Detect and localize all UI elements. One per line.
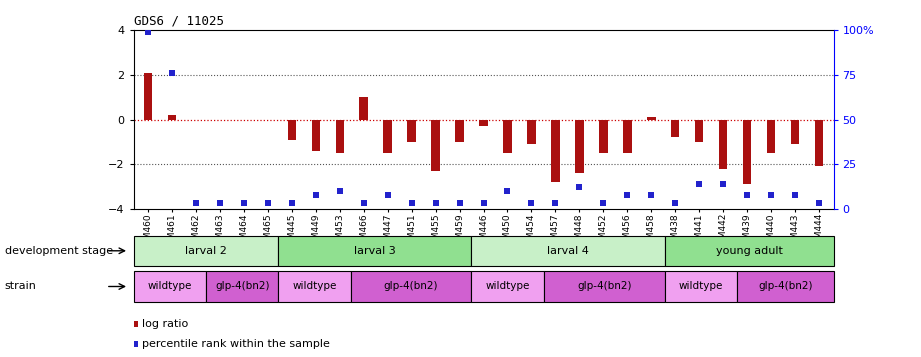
Bar: [359, 97, 367, 120]
Text: percentile rank within the sample: percentile rank within the sample: [142, 339, 330, 349]
Bar: [552, 120, 560, 182]
Bar: [134, 271, 206, 302]
Bar: [671, 120, 680, 137]
Text: development stage: development stage: [5, 246, 112, 256]
Text: young adult: young adult: [716, 246, 783, 256]
Text: log ratio: log ratio: [142, 318, 188, 328]
Bar: [665, 236, 834, 266]
Text: larval 2: larval 2: [185, 246, 227, 256]
Text: glp-4(bn2): glp-4(bn2): [215, 281, 270, 292]
Bar: [544, 271, 665, 302]
Text: glp-4(bn2): glp-4(bn2): [577, 281, 632, 292]
Bar: [168, 115, 176, 120]
Bar: [767, 120, 775, 153]
Bar: [665, 271, 737, 302]
Bar: [206, 271, 278, 302]
Bar: [287, 120, 296, 140]
Bar: [624, 120, 632, 153]
Bar: [134, 236, 278, 266]
Bar: [719, 120, 728, 169]
Bar: [527, 120, 536, 144]
Bar: [311, 120, 320, 151]
Bar: [335, 120, 344, 153]
Text: glp-4(bn2): glp-4(bn2): [758, 281, 812, 292]
Bar: [431, 120, 439, 171]
Bar: [576, 120, 584, 173]
Bar: [472, 271, 544, 302]
Text: GDS6 / 11025: GDS6 / 11025: [134, 15, 224, 28]
Bar: [647, 117, 656, 120]
Bar: [407, 120, 415, 142]
Bar: [455, 120, 464, 142]
Text: wildtype: wildtype: [292, 281, 337, 292]
Text: larval 4: larval 4: [547, 246, 589, 256]
Bar: [278, 271, 351, 302]
Text: strain: strain: [5, 281, 37, 292]
Bar: [791, 120, 799, 144]
Bar: [503, 120, 512, 153]
Bar: [600, 120, 608, 153]
Bar: [743, 120, 752, 184]
Bar: [695, 120, 704, 142]
Bar: [144, 73, 152, 120]
Bar: [278, 236, 472, 266]
Bar: [351, 271, 472, 302]
Text: wildtype: wildtype: [679, 281, 723, 292]
Text: wildtype: wildtype: [485, 281, 530, 292]
Bar: [383, 120, 391, 153]
Text: larval 3: larval 3: [354, 246, 396, 256]
Bar: [479, 120, 488, 126]
Bar: [815, 120, 823, 166]
Text: glp-4(bn2): glp-4(bn2): [384, 281, 438, 292]
Text: wildtype: wildtype: [147, 281, 192, 292]
Bar: [472, 236, 665, 266]
Bar: [737, 271, 834, 302]
